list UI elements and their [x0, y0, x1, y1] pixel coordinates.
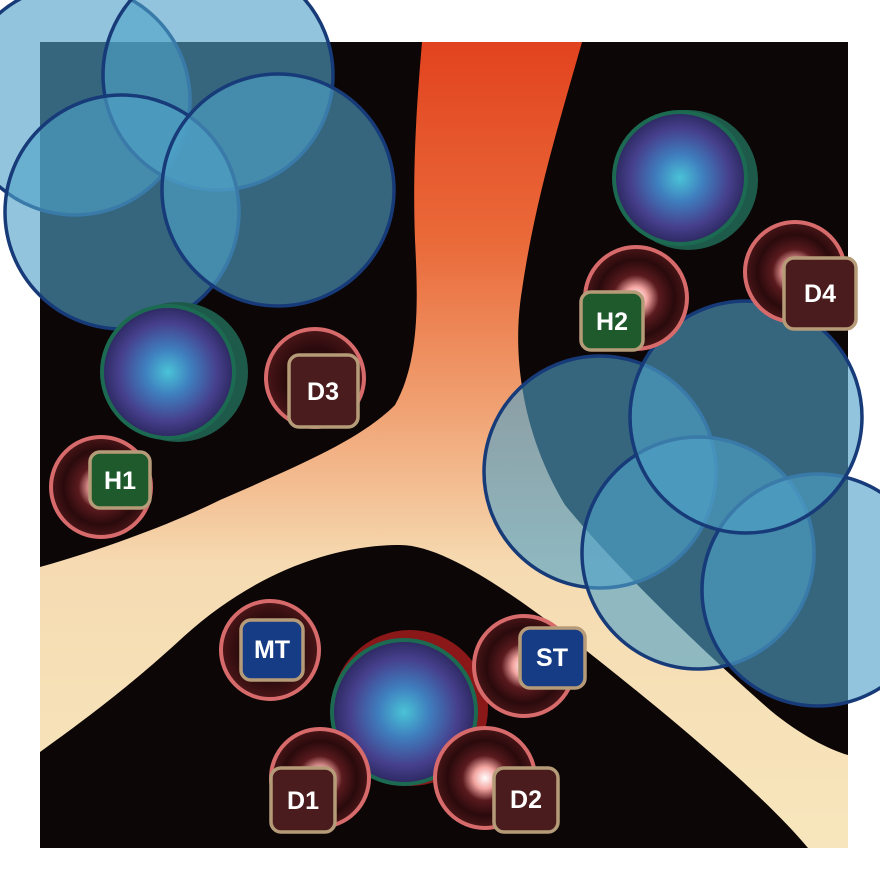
blue-cell-left: [100, 302, 248, 442]
badge-h2-label: H2: [596, 308, 628, 336]
badge-h1-label: H1: [104, 467, 136, 495]
badge-st: ST: [518, 626, 587, 690]
badge-d4: D4: [782, 256, 858, 331]
badge-d1-label: D1: [287, 787, 319, 815]
badge-d3-label: D3: [307, 378, 339, 406]
badge-h2: H2: [579, 290, 645, 352]
cluster-top-left: [0, 0, 396, 331]
badge-d3: D3: [287, 353, 360, 429]
badge-mt-label: MT: [254, 636, 290, 664]
badge-st-label: ST: [536, 644, 568, 672]
badge-d1: D1: [269, 766, 337, 834]
badge-h1: H1: [88, 450, 152, 510]
blue-cell-top-right: [612, 110, 758, 250]
badge-d4-label: D4: [804, 280, 836, 308]
badge-mt: MT: [239, 618, 305, 682]
badge-d2-label: D2: [510, 786, 542, 814]
badge-d2: D2: [492, 766, 560, 834]
cluster-right: [482, 299, 880, 708]
